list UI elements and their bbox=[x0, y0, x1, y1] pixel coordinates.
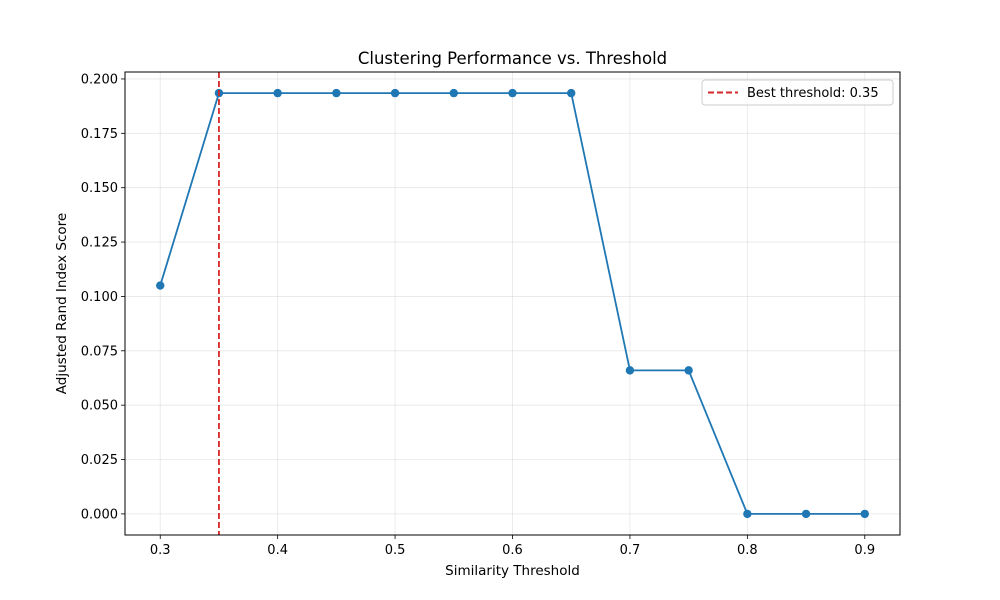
data-point bbox=[801, 509, 811, 519]
chart-title: Clustering Performance vs. Threshold bbox=[358, 49, 667, 68]
data-point bbox=[743, 509, 752, 519]
data-point bbox=[860, 509, 869, 519]
grid bbox=[125, 72, 900, 535]
y-tick-label: 0.000 bbox=[81, 507, 118, 522]
legend-label-best-threshold: Best threshold: 0.35 bbox=[747, 86, 879, 101]
data-point bbox=[684, 366, 693, 375]
y-tick-label: 0.125 bbox=[81, 236, 118, 251]
data-point bbox=[508, 88, 517, 98]
data-point bbox=[332, 88, 341, 98]
legend: Best threshold: 0.35 bbox=[701, 79, 894, 106]
plot-data bbox=[156, 72, 869, 535]
x-axis-label: Similarity Threshold bbox=[445, 563, 580, 579]
x-tick-label: 0.8 bbox=[737, 543, 758, 558]
x-tick-label: 0.4 bbox=[267, 543, 288, 558]
y-tick-label: 0.100 bbox=[81, 290, 118, 305]
x-tick-label: 0.3 bbox=[150, 543, 171, 558]
y-tick-label: 0.025 bbox=[81, 453, 118, 468]
y-tick-label: 0.075 bbox=[81, 344, 118, 359]
data-point bbox=[625, 366, 635, 375]
x-tick-label: 0.5 bbox=[385, 543, 406, 558]
y-tick-label: 0.175 bbox=[81, 127, 118, 142]
y-tick-label: 0.200 bbox=[81, 72, 118, 87]
y-axis-label: Adjusted Rand Index Score bbox=[54, 213, 70, 394]
legend-box bbox=[701, 79, 894, 106]
data-point bbox=[567, 88, 576, 98]
x-tick-label: 0.7 bbox=[620, 543, 641, 558]
y-tick-label: 0.050 bbox=[81, 399, 118, 414]
axis-ticks: 0.3 0.4 0.5 0.6 0.7 0.8 0.9 0.000 0.025 0.050 0.07… bbox=[81, 72, 875, 558]
x-tick-label: 0.6 bbox=[502, 543, 523, 558]
data-point bbox=[449, 88, 458, 98]
x-tick-label: 0.9 bbox=[854, 543, 875, 558]
data-point bbox=[273, 88, 282, 98]
data-point bbox=[390, 88, 400, 98]
y-tick-label: 0.150 bbox=[81, 181, 118, 196]
data-point bbox=[156, 281, 165, 290]
